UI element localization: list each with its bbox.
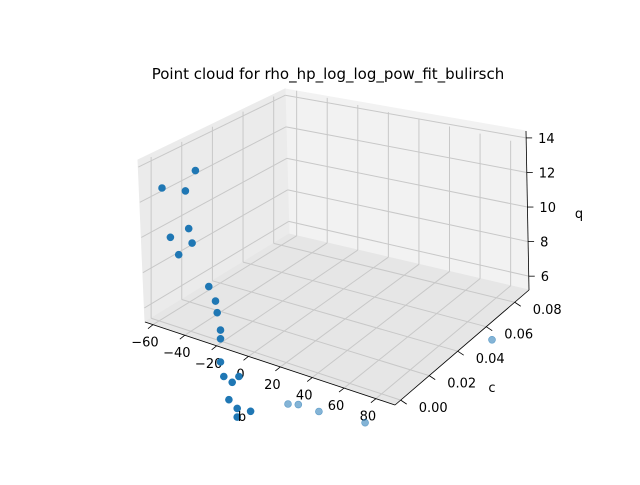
data-points — [158, 166, 496, 427]
data-point — [488, 335, 496, 344]
x-axis-label: b — [238, 410, 246, 425]
y-tick-label: 0.00 — [419, 401, 448, 416]
grid-line-x-floor — [248, 256, 389, 357]
grid-line-x-floor — [216, 249, 359, 347]
grid-line-x-floor — [311, 271, 450, 378]
data-point — [233, 413, 241, 421]
grid-line-z-back — [288, 220, 529, 277]
grid-line-y-floor — [150, 317, 401, 401]
data-point — [158, 184, 166, 192]
z-tick-label: 12 — [539, 166, 556, 181]
data-point — [166, 233, 175, 242]
data-point — [284, 400, 292, 408]
x-tick-label: −20 — [195, 357, 222, 372]
grid-line-z-back — [285, 126, 527, 173]
grid-line-z-left — [142, 189, 289, 274]
grid-line-z-back — [285, 94, 527, 139]
y-axis-line — [394, 289, 530, 406]
y-tick-label: 0.06 — [504, 328, 533, 343]
data-point — [361, 418, 369, 427]
data-point — [205, 282, 213, 291]
z-tick-label: 14 — [538, 132, 555, 147]
data-point — [294, 400, 303, 409]
x-tick-label: 20 — [264, 378, 281, 393]
data-point — [225, 395, 233, 404]
z-tick-label: 10 — [539, 201, 556, 216]
x-axis-line — [144, 321, 396, 406]
grid-line-x-floor — [152, 235, 297, 326]
grid-line-y-floor — [181, 299, 430, 377]
data-point — [216, 358, 225, 366]
data-point — [181, 187, 190, 195]
grid-line-x-floor — [343, 278, 481, 389]
data-point — [211, 297, 220, 305]
grid-line-z-left — [138, 94, 286, 168]
x-tick-mark — [147, 324, 154, 329]
axis-lines — [144, 130, 530, 406]
grid-lines — [138, 90, 529, 401]
grid-line-x-floor — [375, 285, 511, 400]
grid-line-x-floor — [184, 242, 328, 336]
chart-title: Point cloud for rho_hp_log_log_pow_fit_b… — [152, 65, 505, 84]
grid-line-z-back — [286, 157, 528, 208]
x-tick-label: 40 — [296, 389, 313, 404]
z-axis-line — [525, 130, 530, 291]
y-axis-label: c — [488, 381, 495, 396]
x-tick-mark — [211, 345, 217, 351]
grid-line-x-floor — [280, 263, 420, 368]
y-axis-ticks: 0.00 0.020.04 0.060.08 — [400, 301, 562, 416]
grid-line-y-floor — [242, 261, 487, 328]
x-tick-mark — [179, 334, 186, 340]
x-tick-label: −60 — [131, 336, 158, 351]
z-axis-ticks: 6 8 10 12 14 — [526, 132, 556, 285]
grid-line-y-floor — [212, 280, 458, 352]
x-tick-mark — [306, 377, 313, 382]
grid-line-y-floor — [273, 242, 515, 303]
x-tick-label: 60 — [328, 399, 345, 414]
x-tick-label: −40 — [163, 346, 190, 361]
y-tick-mark — [400, 399, 407, 405]
data-point — [233, 404, 241, 413]
data-point — [216, 334, 225, 343]
data-point — [228, 378, 236, 387]
grid-line-z-left — [144, 220, 289, 309]
data-point — [216, 326, 225, 334]
y-tick-label: 0.02 — [447, 377, 476, 392]
grid-line-z-back — [287, 189, 529, 243]
data-point — [188, 239, 196, 247]
y-tick-mark — [486, 326, 493, 332]
data-point — [174, 250, 183, 259]
y-tick-label: 0.04 — [476, 352, 505, 367]
x-tick-mark — [275, 366, 281, 372]
y-tick-mark — [514, 301, 521, 307]
data-point — [315, 407, 323, 416]
z-tick-label: 8 — [540, 236, 548, 251]
data-point — [213, 308, 221, 317]
y-tick-mark — [428, 375, 436, 380]
data-point — [220, 372, 228, 381]
grid-line-z-left — [141, 157, 288, 238]
y-tick-label: 0.08 — [533, 303, 562, 318]
x-tick-mark — [370, 398, 377, 403]
x-tick-mark — [243, 356, 249, 361]
z-axis-label: q — [575, 207, 583, 222]
x-tick-mark — [338, 387, 345, 393]
y-tick-mark — [457, 350, 464, 356]
data-point — [191, 166, 200, 175]
z-tick-label: 6 — [541, 270, 549, 285]
data-point — [235, 372, 243, 381]
data-point — [246, 407, 255, 416]
data-point — [184, 224, 193, 233]
